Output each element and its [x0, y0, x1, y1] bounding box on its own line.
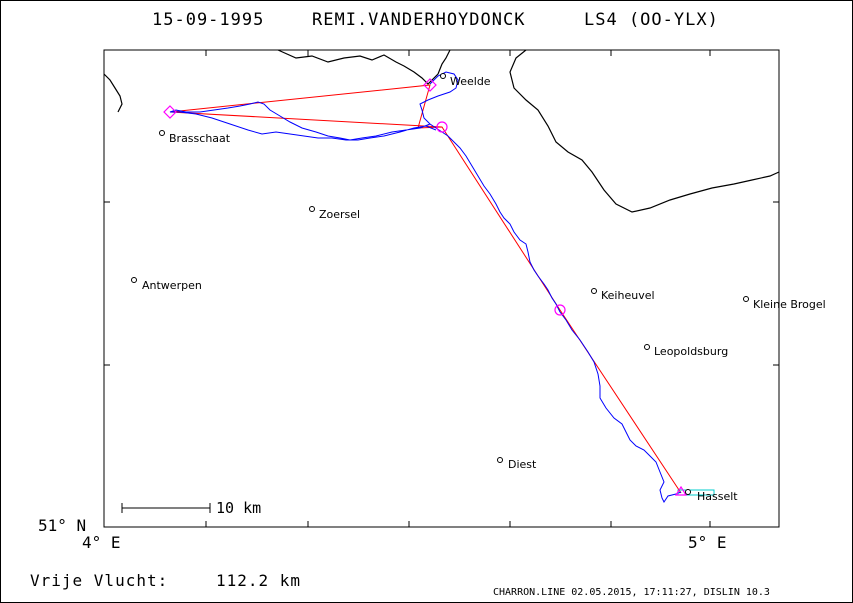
pilot-name: REMI.VANDERHOYDONCK — [312, 10, 526, 30]
place-label-keiheuvel: Keiheuvel — [601, 289, 655, 302]
place-label-kleine-brogel: Kleine Brogel — [753, 298, 826, 311]
finish-triangle-marker — [674, 485, 688, 496]
weelde-turnpoint-marker — [423, 78, 437, 92]
distance-value: 112.2 km — [216, 571, 302, 590]
map-border — [103, 49, 780, 528]
place-label-antwerpen: Antwerpen — [142, 279, 202, 292]
border-line-east — [509, 49, 780, 213]
distance-label: Vrije Vlucht: — [30, 571, 169, 590]
place-label-leopoldsburg: Leopoldsburg — [654, 345, 729, 358]
latitude-label: 51° N — [38, 516, 87, 535]
task-line-return — [169, 111, 443, 128]
glider-id: LS4 (OO-YLX) — [584, 10, 719, 30]
border-line-west — [103, 73, 123, 113]
turnpoint-circle-2 — [554, 304, 566, 316]
footer-credit: CHARRON.LINE 02.05.2015, 17:11:27, DISLI… — [493, 587, 770, 598]
start-turnpoint-marker — [163, 105, 177, 119]
longitude-label-left: 4° E — [82, 533, 121, 552]
flight-date: 15-09-1995 — [152, 10, 265, 30]
longitude-label-right: 5° E — [688, 533, 727, 552]
flight-track — [419, 71, 682, 503]
place-label-brasschaat: Brasschaat — [169, 132, 231, 145]
place-label-hasselt: Hasselt — [697, 490, 738, 503]
town-dots — [131, 73, 749, 495]
border-line-north — [277, 49, 451, 85]
scale-bar-label: 10 km — [216, 499, 262, 517]
flight-track-west-leg — [169, 101, 437, 141]
axis-ticks — [104, 50, 779, 527]
scale-bar — [121, 503, 211, 513]
place-label-weelde: Weelde — [450, 75, 491, 88]
place-label-zoersel: Zoersel — [319, 208, 361, 221]
place-label-diest: Diest — [508, 458, 537, 471]
turnpoint-circle-1 — [436, 121, 448, 133]
